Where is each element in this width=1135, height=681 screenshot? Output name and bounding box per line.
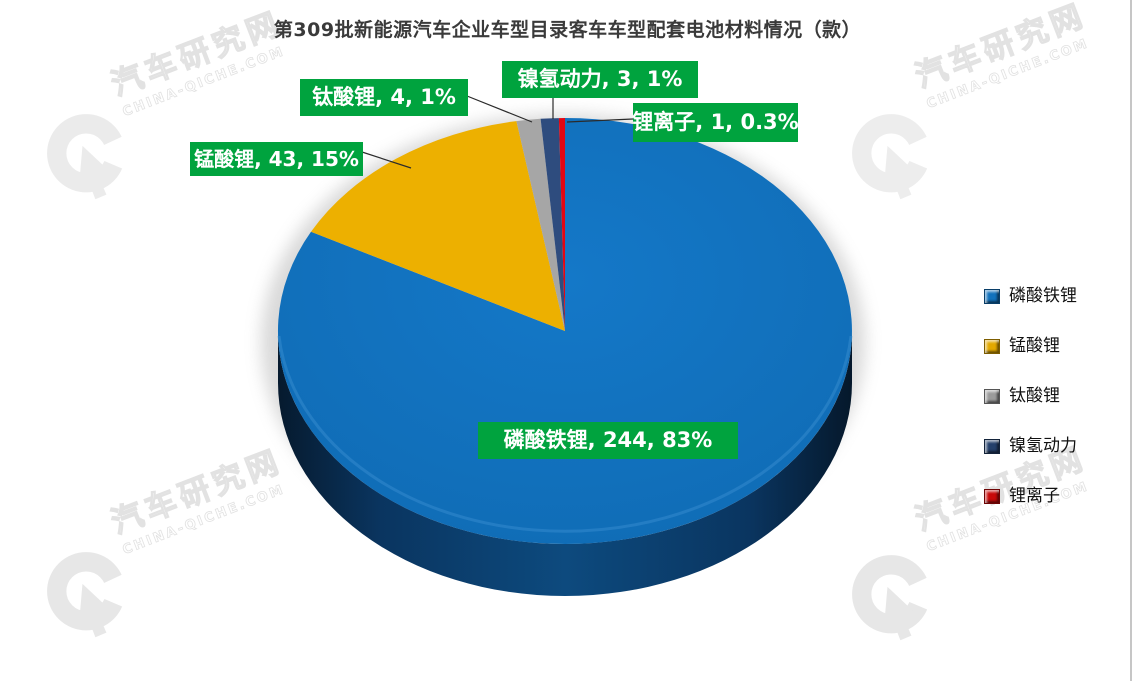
data-label-lto: 钛酸锂, 4, 1% [300,79,468,116]
data-label-lmo: 锰酸锂, 43, 15% [190,142,363,176]
data-label-nimh: 镍氢动力, 3, 1% [502,61,698,98]
pie-rim-highlight [277,335,853,533]
legend-item-lmo: 锰酸锂 [984,338,1077,355]
legend-swatch-nimh [984,439,1000,454]
callout-line-liion [566,118,634,123]
legend-item-lto: 钛酸锂 [984,388,1077,405]
legend: 磷酸铁锂 锰酸锂 钛酸锂 镍氢动力 锂离子 [984,288,1077,505]
legend-item-liion: 锂离子 [984,488,1077,505]
legend-label: 锰酸锂 [1009,336,1060,356]
legend-item-lifepo4: 磷酸铁锂 [984,288,1077,305]
window-right-border [1130,0,1132,681]
legend-swatch-lifepo4 [984,289,1000,304]
legend-label: 锂离子 [1009,486,1060,506]
legend-swatch-lmo [984,339,1000,354]
callout-line-lmo [361,151,412,169]
legend-swatch-lto [984,389,1000,404]
legend-swatch-liion [984,489,1000,504]
callout-line-lto [466,95,533,123]
pie-side-wall [278,331,852,596]
pie-slice-lto [516,118,565,331]
chart-title: 第309批新能源汽车企业车型目录客车车型配套电池材料情况（款） [273,19,862,41]
data-label-lifepo4: 磷酸铁锂, 244, 83% [478,422,738,459]
legend-label: 镍氢动力 [1009,436,1077,456]
pie-slice-lmo [311,121,565,331]
legend-label: 磷酸铁锂 [1009,286,1077,306]
legend-label: 钛酸锂 [1009,386,1060,406]
pie-slice-nimh [540,118,565,331]
data-label-liion: 锂离子, 1, 0.3% [632,103,799,142]
legend-item-nimh: 镍氢动力 [984,438,1077,455]
pie-slice-liion [558,118,565,331]
